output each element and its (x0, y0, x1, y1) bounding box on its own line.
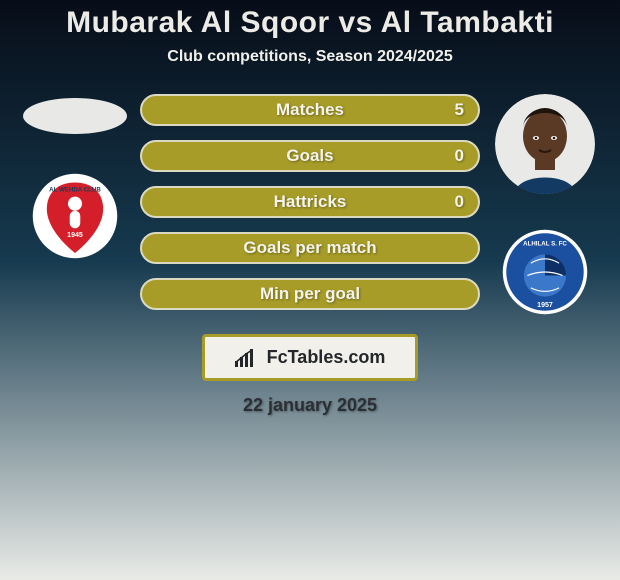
stat-label: Goals (286, 146, 333, 166)
stat-value-right: 0 (455, 146, 464, 166)
left-club-label: AL WEHDA CLUB (49, 186, 101, 193)
stats-column: Matches 5 Goals 0 Hattricks 0 Goals per match M… (140, 94, 480, 310)
left-player-avatar (20, 94, 130, 138)
right-club-year: 1957 (537, 302, 553, 309)
stat-row-goals-per-match: Goals per match (140, 232, 480, 264)
stat-label: Hattricks (274, 192, 347, 212)
left-club-year: 1945 (67, 232, 83, 239)
stat-value-right: 0 (455, 192, 464, 212)
stat-label: Goals per match (243, 238, 376, 258)
comparison-main-row: AL WEHDA CLUB 1945 Matches5Goals0Hattric… (0, 94, 620, 316)
stat-row-min-per-goal: Min per goal (140, 278, 480, 310)
right-player-avatar (495, 94, 595, 194)
right-club-label: ALHILAL S. FC (523, 241, 567, 248)
right-club-badge: ALHILAL S. FC 1957 (501, 228, 589, 316)
comparison-title: Mubarak Al Sqoor vs Al Tambakti (66, 6, 554, 40)
right-player-column: ALHILAL S. FC 1957 (480, 94, 610, 316)
stat-row-goals: Goals 0 (140, 140, 480, 172)
stat-row-matches: Matches 5 (140, 94, 480, 126)
branding-text: FcTables.com (267, 347, 386, 368)
branding-box: FcTables.com (202, 334, 419, 381)
comparison-subtitle: Club competitions, Season 2024/2025 (167, 48, 452, 66)
left-club-badge: AL WEHDA CLUB 1945 (31, 172, 119, 260)
stat-value-right: 5 (455, 100, 464, 120)
stat-label: Matches (276, 100, 344, 120)
stat-row-hattricks: Hattricks 0 (140, 186, 480, 218)
bar-chart-icon (235, 349, 257, 367)
stat-label: Min per goal (260, 284, 360, 304)
left-player-column: AL WEHDA CLUB 1945 (10, 94, 140, 260)
snapshot-date: 22 january 2025 (243, 395, 377, 416)
